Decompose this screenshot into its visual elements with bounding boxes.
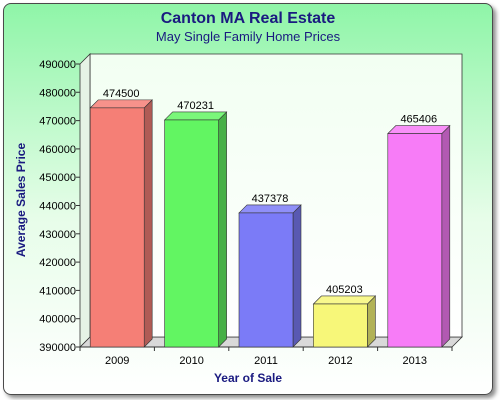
data-label: 405203	[326, 284, 363, 296]
bar-side	[441, 124, 451, 348]
x-tick-label: 2009	[105, 355, 129, 367]
y-tick-label: 490000	[39, 59, 76, 71]
bar	[163, 111, 228, 348]
chart-subtitle: May Single Family Home Prices	[156, 29, 341, 44]
y-tick-label: 400000	[39, 314, 76, 326]
bar-front	[313, 303, 368, 348]
bar-top	[312, 295, 377, 305]
data-label: 470231	[177, 100, 214, 112]
bar	[238, 204, 302, 348]
bar-side	[292, 204, 302, 348]
y-tick-label: 440000	[39, 201, 76, 213]
bar-top	[238, 204, 302, 214]
y-tick-label: 470000	[39, 116, 76, 128]
bar-front	[164, 119, 219, 348]
bar-top	[387, 125, 451, 134]
data-label: 465406	[400, 114, 437, 126]
y-tick-label: 460000	[39, 144, 76, 156]
data-label: 437378	[252, 193, 289, 205]
x-tick-label: 2010	[179, 355, 203, 367]
bar-chart: Canton MA Real Estate May Single Family …	[14, 10, 463, 385]
bar-front	[89, 107, 145, 348]
y-tick-label: 430000	[39, 229, 76, 241]
bar-front	[238, 212, 294, 348]
bar	[312, 295, 377, 348]
chart-title: Canton MA Real Estate	[161, 10, 336, 27]
bar-top	[163, 111, 228, 121]
bars-group: 474500 470231 437378 405203 465406	[89, 88, 451, 348]
y-axis: 390000 400000 410000 420000 430000 440000 4500…	[39, 59, 80, 354]
x-tick-label: 2012	[328, 355, 352, 367]
y-axis-title: Average Sales Price	[14, 143, 28, 258]
bar-side	[367, 295, 376, 348]
x-tick-label: 2013	[403, 355, 427, 367]
bar-top	[89, 99, 153, 109]
y-tick-label: 480000	[39, 87, 76, 99]
y-tick-label: 410000	[39, 285, 76, 297]
bar-side	[143, 99, 153, 348]
y-tick-label: 420000	[39, 257, 76, 269]
chart-container: Canton MA Real Estate May Single Family …	[3, 3, 493, 395]
x-axis-title: Year of Sale	[214, 371, 282, 385]
data-label: 474500	[103, 88, 140, 100]
x-axis: 2009 2010 2011 2012 2013	[79, 347, 453, 367]
bar-side	[218, 111, 227, 348]
y-tick-label: 450000	[39, 172, 76, 184]
plot-side-wall	[79, 53, 91, 348]
y-tick-label: 390000	[39, 342, 76, 354]
x-tick-label: 2011	[254, 355, 278, 367]
bar	[387, 124, 451, 348]
bar-front	[387, 133, 443, 348]
bar	[89, 99, 153, 348]
